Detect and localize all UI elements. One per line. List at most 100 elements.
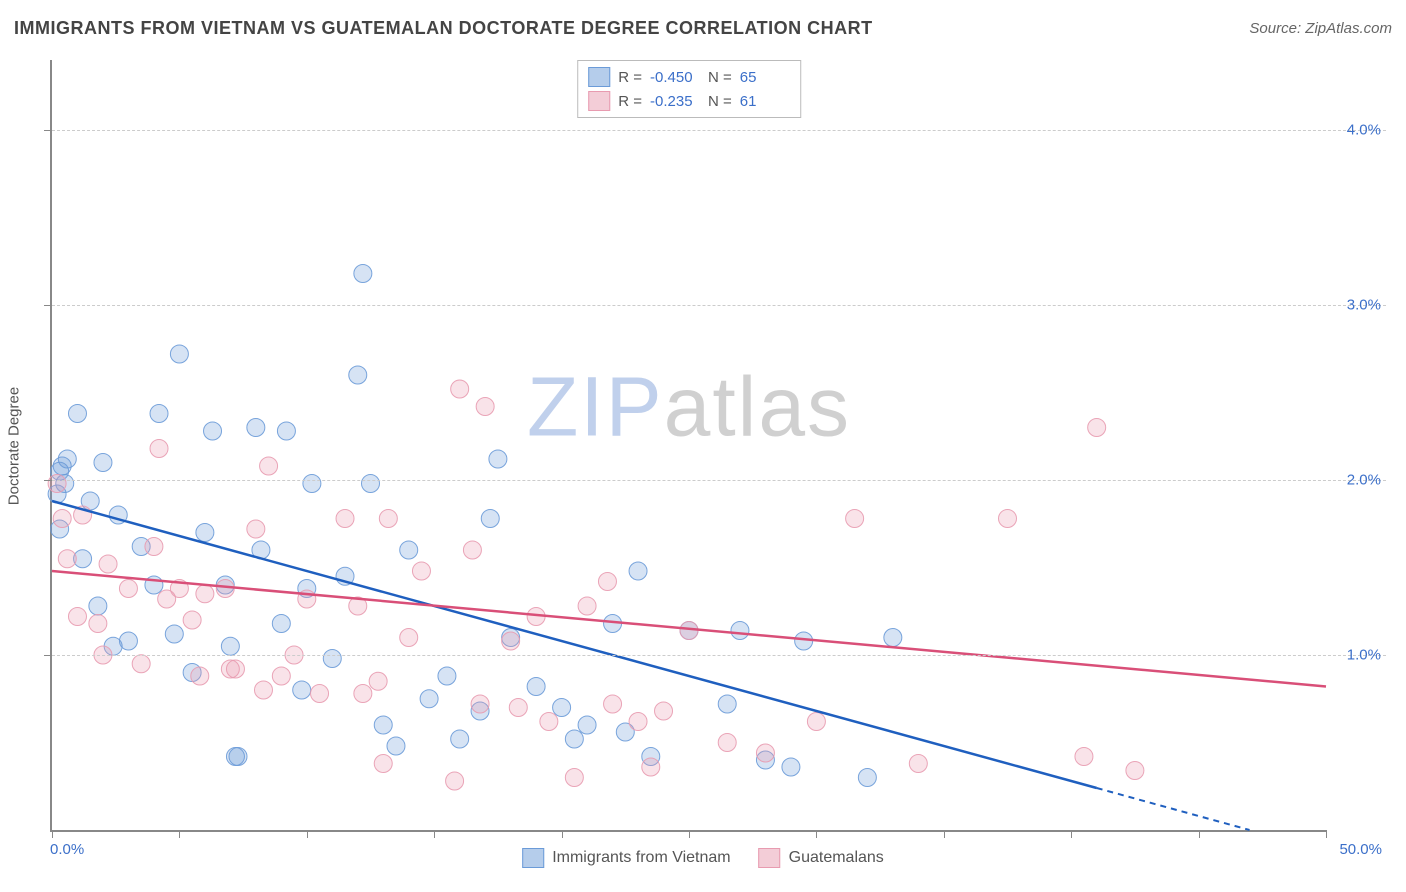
x-tick	[1071, 830, 1072, 838]
y-tick	[44, 480, 52, 481]
scatter-point	[481, 510, 499, 528]
scatter-point	[336, 510, 354, 528]
scatter-point	[374, 716, 392, 734]
scatter-point	[99, 555, 117, 573]
scatter-point	[412, 562, 430, 580]
x-tick	[816, 830, 817, 838]
scatter-point	[858, 769, 876, 787]
x-tick	[179, 830, 180, 838]
scatter-point	[565, 769, 583, 787]
legend-row-guatemalans: R = -0.235 N = 61	[588, 89, 790, 113]
scatter-point	[354, 265, 372, 283]
correlation-legend: R = -0.450 N = 65 R = -0.235 N = 61	[577, 60, 801, 118]
scatter-point	[119, 632, 137, 650]
x-min-label: 0.0%	[50, 841, 84, 858]
x-tick	[52, 830, 53, 838]
scatter-point	[1088, 419, 1106, 437]
r-label: R =	[618, 93, 642, 110]
x-tick	[1199, 830, 1200, 838]
legend-item-guatemalans: Guatemalans	[759, 848, 884, 868]
scatter-point	[260, 457, 278, 475]
scatter-point	[578, 716, 596, 734]
scatter-point	[226, 660, 244, 678]
scatter-point	[58, 550, 76, 568]
scatter-point	[293, 681, 311, 699]
scatter-point	[150, 440, 168, 458]
scatter-point	[718, 695, 736, 713]
chart-header: IMMIGRANTS FROM VIETNAM VS GUATEMALAN DO…	[14, 18, 1392, 46]
legend-item-vietnam: Immigrants from Vietnam	[522, 848, 730, 868]
scatter-point	[438, 667, 456, 685]
r-value-guatemalans: -0.235	[650, 93, 700, 110]
scatter-point	[451, 380, 469, 398]
y-axis-label: Doctorate Degree	[6, 387, 23, 505]
gridline-h	[52, 480, 1386, 481]
x-tick	[944, 830, 945, 838]
n-value-guatemalans: 61	[740, 93, 790, 110]
scatter-point	[196, 585, 214, 603]
scatter-point	[578, 597, 596, 615]
scatter-point	[379, 510, 397, 528]
x-tick	[689, 830, 690, 838]
scatter-point	[53, 510, 71, 528]
gridline-h	[52, 305, 1386, 306]
chart-title: IMMIGRANTS FROM VIETNAM VS GUATEMALAN DO…	[14, 18, 873, 38]
scatter-point	[68, 608, 86, 626]
scatter-point	[565, 730, 583, 748]
scatter-point	[362, 475, 380, 493]
scatter-point	[68, 405, 86, 423]
scatter-point	[247, 520, 265, 538]
scatter-point	[277, 422, 295, 440]
scatter-point	[89, 597, 107, 615]
scatter-point	[89, 615, 107, 633]
r-value-vietnam: -0.450	[650, 69, 700, 86]
scatter-point	[196, 524, 214, 542]
scatter-point	[247, 419, 265, 437]
swatch-guatemalans-icon	[588, 91, 610, 111]
scatter-point	[909, 755, 927, 773]
scatter-point	[527, 678, 545, 696]
scatter-point	[502, 632, 520, 650]
scatter-point	[323, 650, 341, 668]
scatter-point	[229, 748, 247, 766]
scatter-point	[642, 758, 660, 776]
scatter-point	[272, 615, 290, 633]
scatter-point	[604, 695, 622, 713]
scatter-point	[782, 758, 800, 776]
y-tick-label: 4.0%	[1347, 122, 1381, 139]
scatter-point	[349, 366, 367, 384]
scatter-point	[150, 405, 168, 423]
x-tick	[307, 830, 308, 838]
source-prefix: Source:	[1249, 20, 1305, 37]
scatter-point	[731, 622, 749, 640]
legend-label-guatemalans: Guatemalans	[789, 849, 884, 867]
scatter-point	[471, 695, 489, 713]
scatter-point	[183, 611, 201, 629]
scatter-point	[58, 450, 76, 468]
scatter-point	[846, 510, 864, 528]
scatter-point	[354, 685, 372, 703]
swatch-vietnam-icon	[522, 848, 544, 868]
scatter-point	[489, 450, 507, 468]
scatter-point	[204, 422, 222, 440]
y-tick-label: 3.0%	[1347, 297, 1381, 314]
gridline-h	[52, 655, 1386, 656]
scatter-point	[446, 772, 464, 790]
scatter-point	[451, 730, 469, 748]
scatter-point	[598, 573, 616, 591]
y-tick	[44, 655, 52, 656]
scatter-point	[629, 562, 647, 580]
x-tick	[562, 830, 563, 838]
y-tick-label: 1.0%	[1347, 647, 1381, 664]
plot-area: R = -0.450 N = 65 R = -0.235 N = 61 ZIPa…	[50, 60, 1326, 832]
scatter-point	[94, 454, 112, 472]
scatter-point	[165, 625, 183, 643]
scatter-point	[540, 713, 558, 731]
x-max-label: 50.0%	[1339, 841, 1382, 858]
scatter-point	[170, 345, 188, 363]
scatter-point	[655, 702, 673, 720]
scatter-point	[476, 398, 494, 416]
scatter-point	[369, 672, 387, 690]
r-label: R =	[618, 69, 642, 86]
scatter-point	[629, 713, 647, 731]
